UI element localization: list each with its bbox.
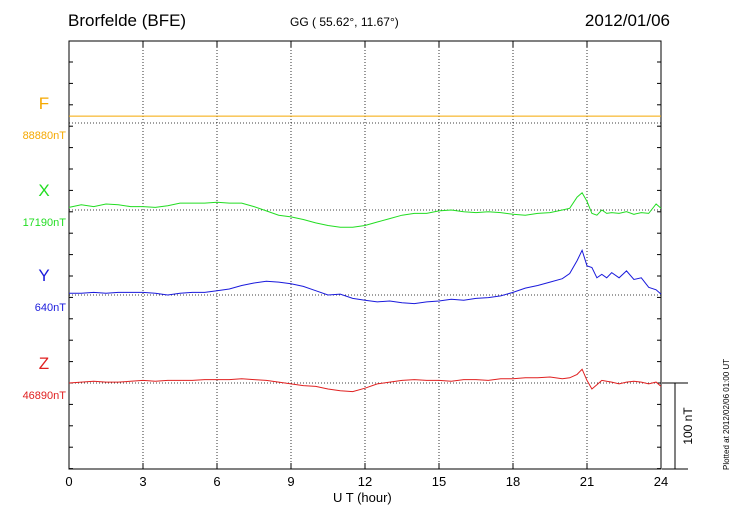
- x-tick-label: 3: [139, 474, 146, 489]
- x-tick-label: 18: [506, 474, 520, 489]
- component-name-f: F: [38, 94, 50, 113]
- series-line-y: [69, 248, 662, 305]
- station-title: Brorfelde (BFE): [68, 11, 187, 30]
- x-tick-label: 6: [213, 474, 220, 489]
- component-baseline-x: 17190nT: [22, 217, 66, 229]
- component-baseline-z: 46890nT: [22, 390, 66, 402]
- x-tick-label: 21: [580, 474, 594, 489]
- x-axis-ticks: 0 3 6 9 12 15 18 21 24: [65, 41, 668, 489]
- x-tick-label: 24: [654, 474, 668, 489]
- x-tick-label: 0: [65, 474, 72, 489]
- component-name-x: X: [38, 181, 50, 200]
- x-axis-label: U T (hour): [333, 490, 392, 505]
- x-tick-label: 15: [432, 474, 446, 489]
- component-name-z: Z: [38, 354, 50, 373]
- series-line-z: [68, 368, 662, 393]
- x-tick-label: 12: [358, 474, 372, 489]
- component-name-y: Y: [38, 266, 50, 285]
- series-line-x: [68, 192, 662, 228]
- component-baseline-y: 640nT: [34, 302, 66, 314]
- grid-lines: [142, 41, 588, 469]
- series-lines: [68, 115, 662, 393]
- date-label: 2012/01/06: [584, 11, 670, 30]
- component-baseline-f: 88880nT: [22, 130, 66, 142]
- scale-bar-label: 100 nT: [681, 407, 695, 445]
- scale-bar: 100 nT: [662, 382, 695, 470]
- coordinates-label: GG ( 55.62°, 11.67°): [290, 15, 399, 29]
- x-tick-label: 9: [287, 474, 294, 489]
